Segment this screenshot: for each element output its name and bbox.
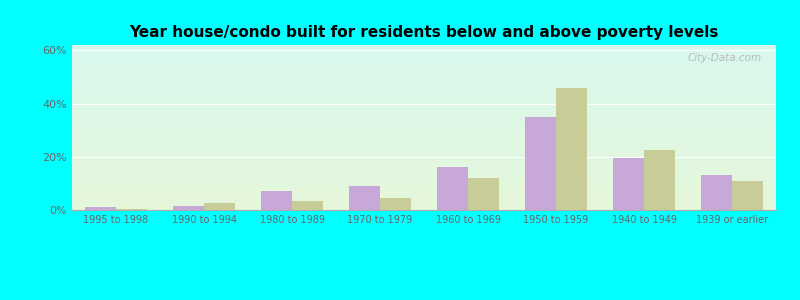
Bar [614, 158, 644, 210]
Bar [732, 181, 763, 210]
Bar [204, 203, 235, 210]
Bar [173, 206, 204, 210]
Bar [468, 178, 499, 210]
Text: City-Data.com: City-Data.com [688, 53, 762, 63]
Bar [86, 207, 116, 210]
Bar [556, 88, 586, 210]
Bar [380, 198, 411, 210]
Bar [526, 117, 556, 210]
Bar [438, 167, 468, 210]
Bar [644, 150, 674, 210]
Bar [292, 201, 323, 210]
Bar [116, 209, 147, 210]
Bar [701, 176, 732, 210]
Bar [261, 191, 292, 210]
Title: Year house/condo built for residents below and above poverty levels: Year house/condo built for residents bel… [130, 25, 718, 40]
Bar [350, 186, 380, 210]
